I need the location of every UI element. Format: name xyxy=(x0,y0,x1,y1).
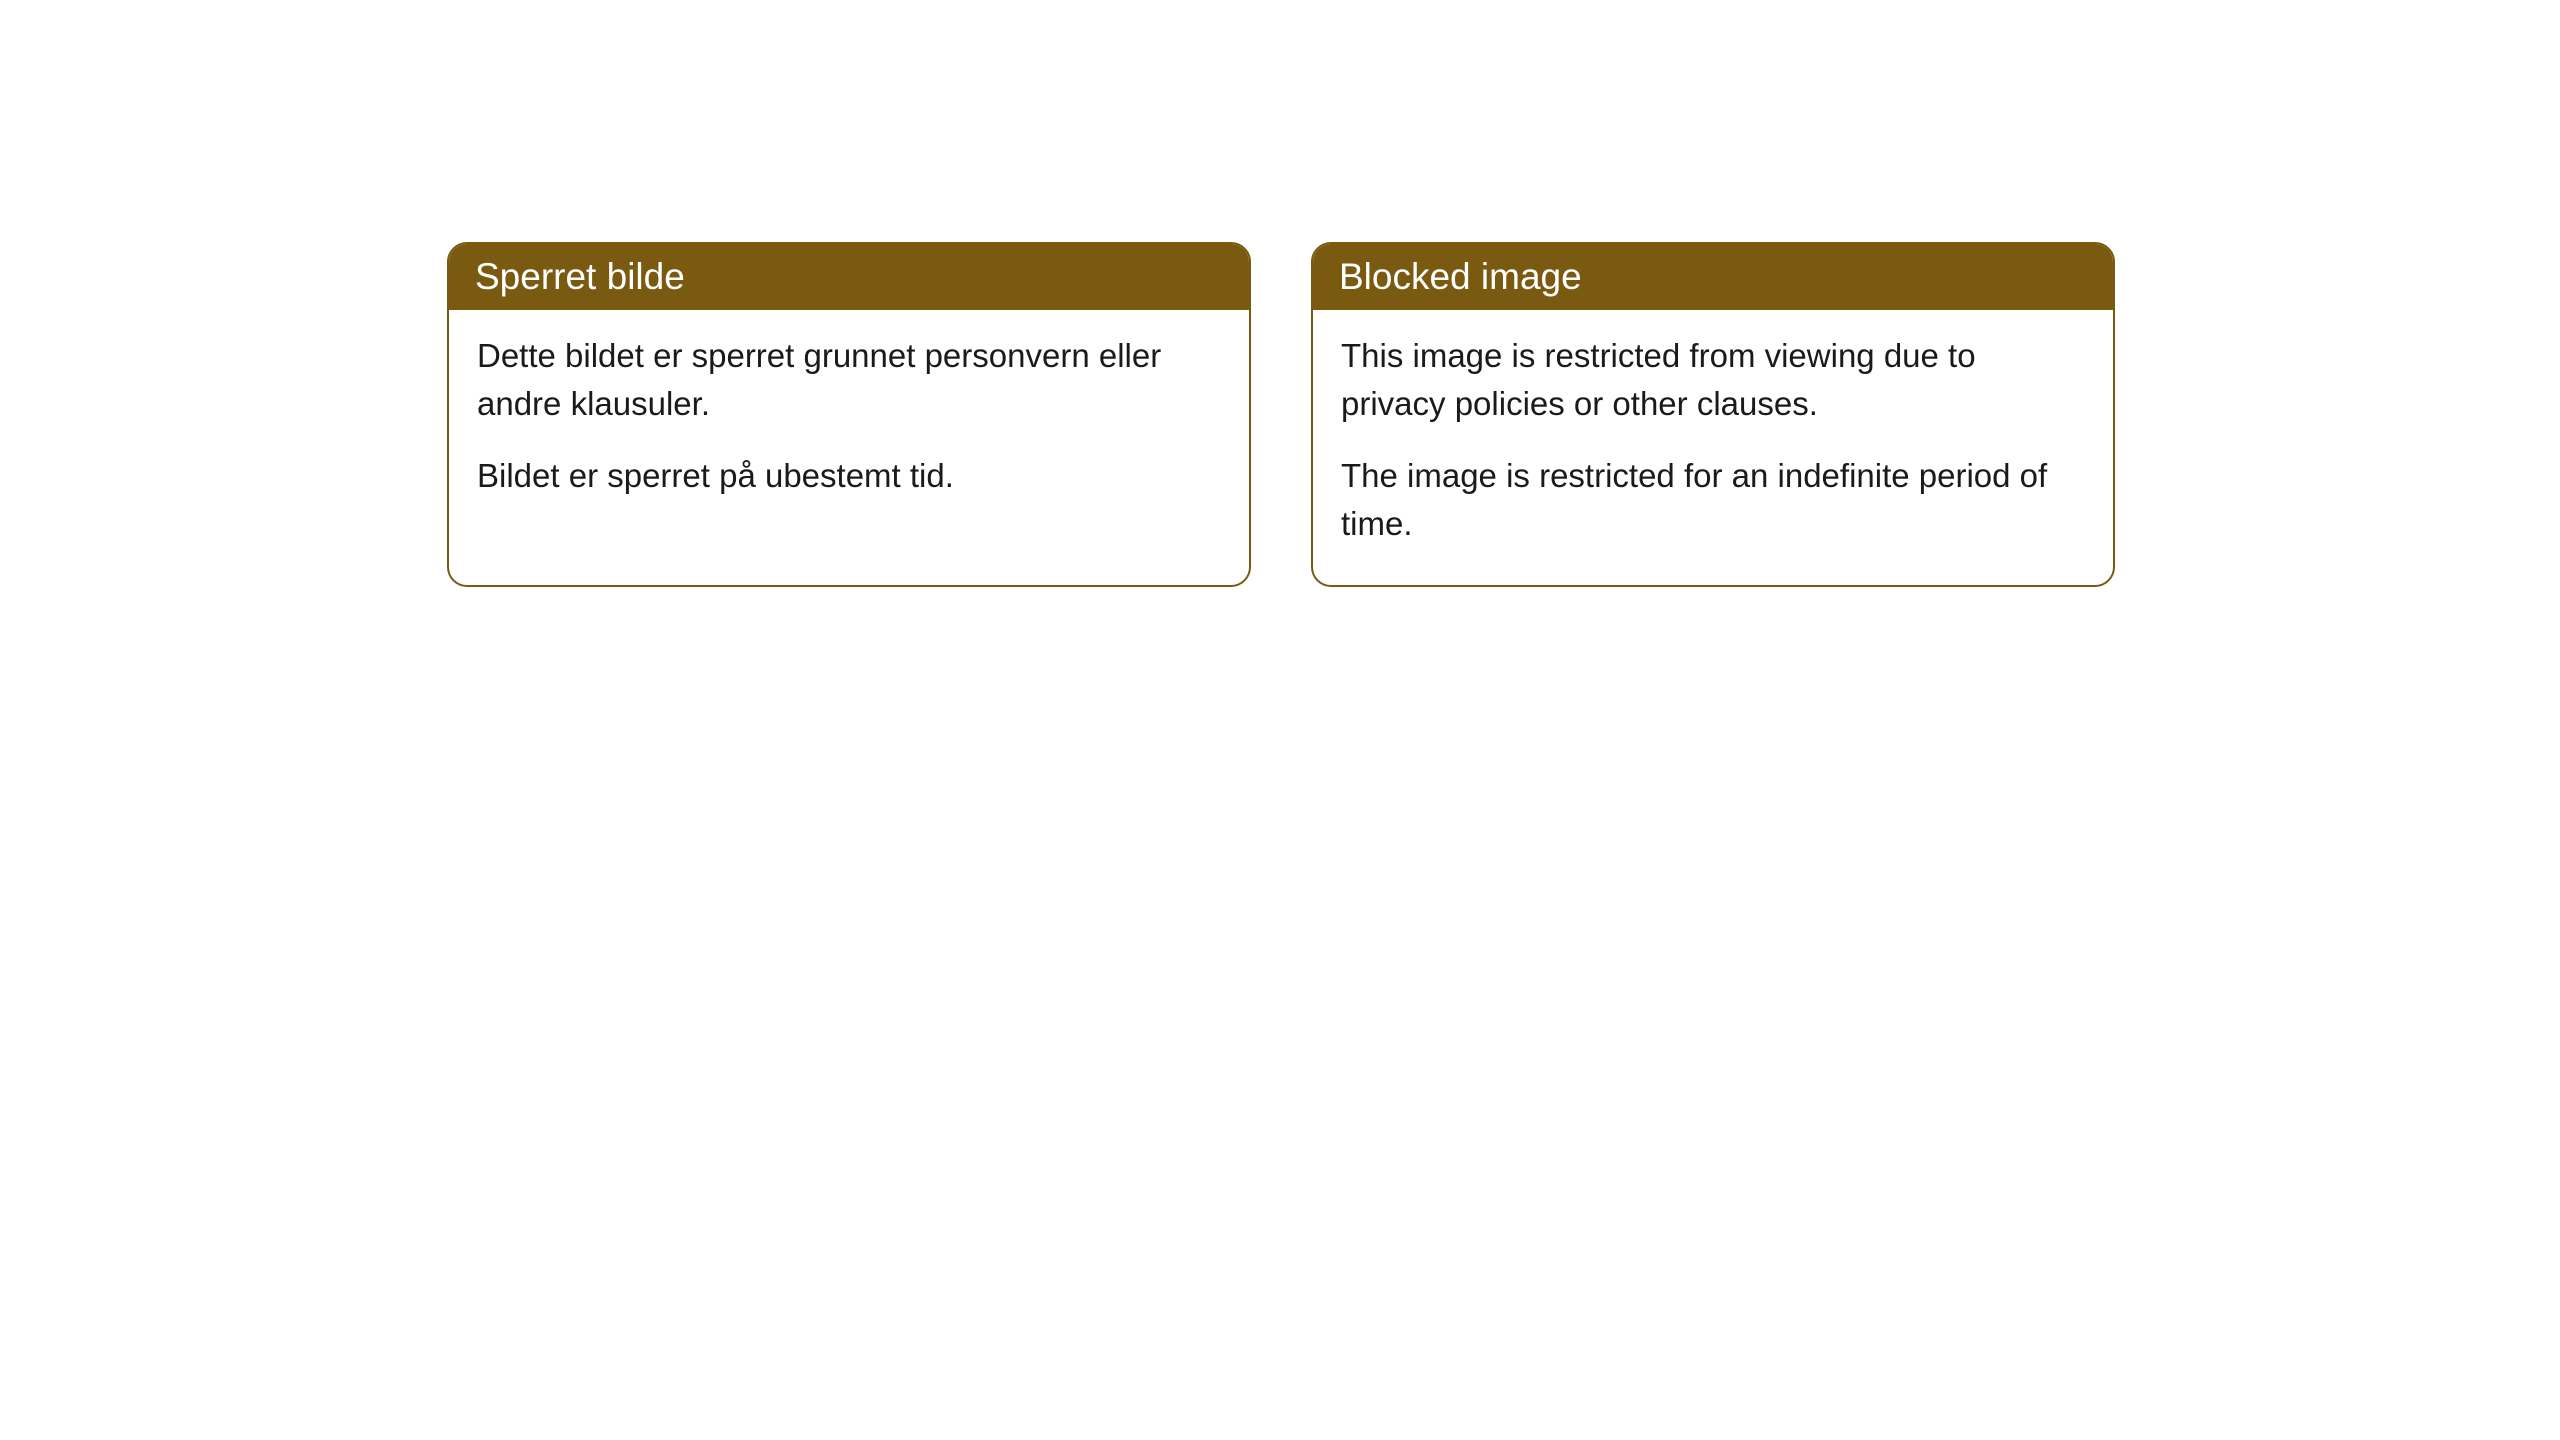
blocked-image-card-english: Blocked image This image is restricted f… xyxy=(1311,242,2115,587)
card-paragraph: Dette bildet er sperret grunnet personve… xyxy=(477,332,1221,428)
blocked-image-card-norwegian: Sperret bilde Dette bildet er sperret gr… xyxy=(447,242,1251,587)
card-title: Blocked image xyxy=(1339,256,1582,297)
card-body: Dette bildet er sperret grunnet personve… xyxy=(449,310,1249,538)
card-paragraph: This image is restricted from viewing du… xyxy=(1341,332,2085,428)
card-paragraph: The image is restricted for an indefinit… xyxy=(1341,452,2085,548)
card-title: Sperret bilde xyxy=(475,256,685,297)
card-header: Blocked image xyxy=(1313,244,2113,310)
card-header: Sperret bilde xyxy=(449,244,1249,310)
card-body: This image is restricted from viewing du… xyxy=(1313,310,2113,585)
card-paragraph: Bildet er sperret på ubestemt tid. xyxy=(477,452,1221,500)
notice-cards-container: Sperret bilde Dette bildet er sperret gr… xyxy=(0,0,2560,587)
